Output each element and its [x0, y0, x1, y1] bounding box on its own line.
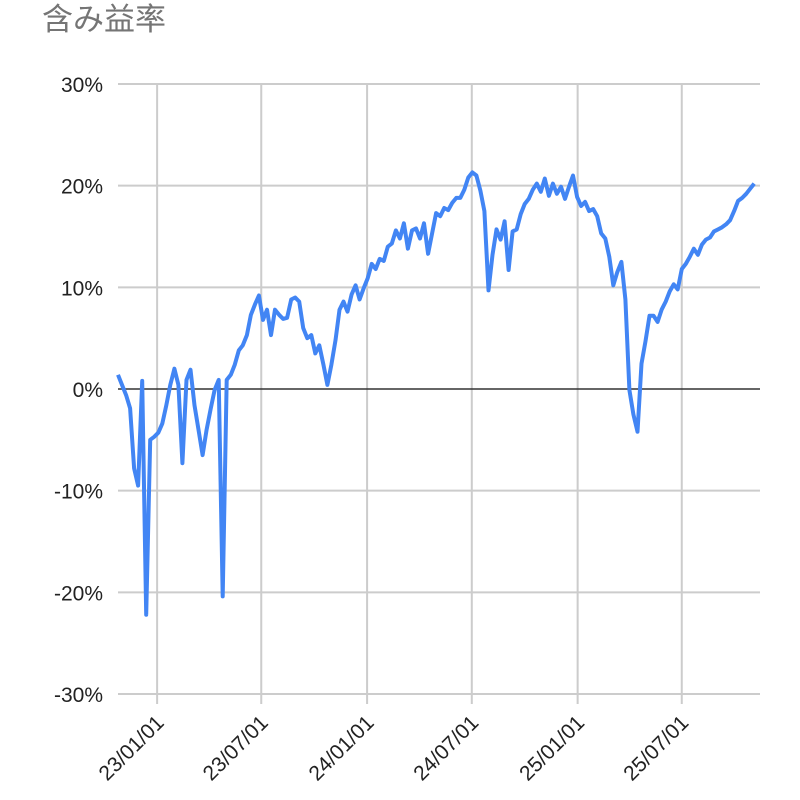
y-tick-label: 30% — [61, 74, 103, 97]
y-tick-label: -30% — [54, 684, 103, 707]
y-tick-label: 0% — [73, 379, 103, 402]
chart-title: 含み益率 — [42, 2, 166, 38]
x-tick-label: 25/01/01 — [515, 711, 589, 785]
x-tick-label: 23/07/01 — [199, 711, 273, 785]
y-tick-label: -20% — [54, 582, 103, 605]
y-tick-label: 10% — [61, 277, 103, 300]
y-tick-label: -10% — [54, 481, 103, 504]
x-tick-label: 24/07/01 — [409, 711, 483, 785]
x-tick-label: 24/01/01 — [305, 711, 379, 785]
x-tick-label: 23/01/01 — [95, 711, 169, 785]
series-line — [116, 170, 756, 617]
y-tick-label: 20% — [61, 176, 103, 199]
x-tick-label: 25/07/01 — [619, 711, 693, 785]
